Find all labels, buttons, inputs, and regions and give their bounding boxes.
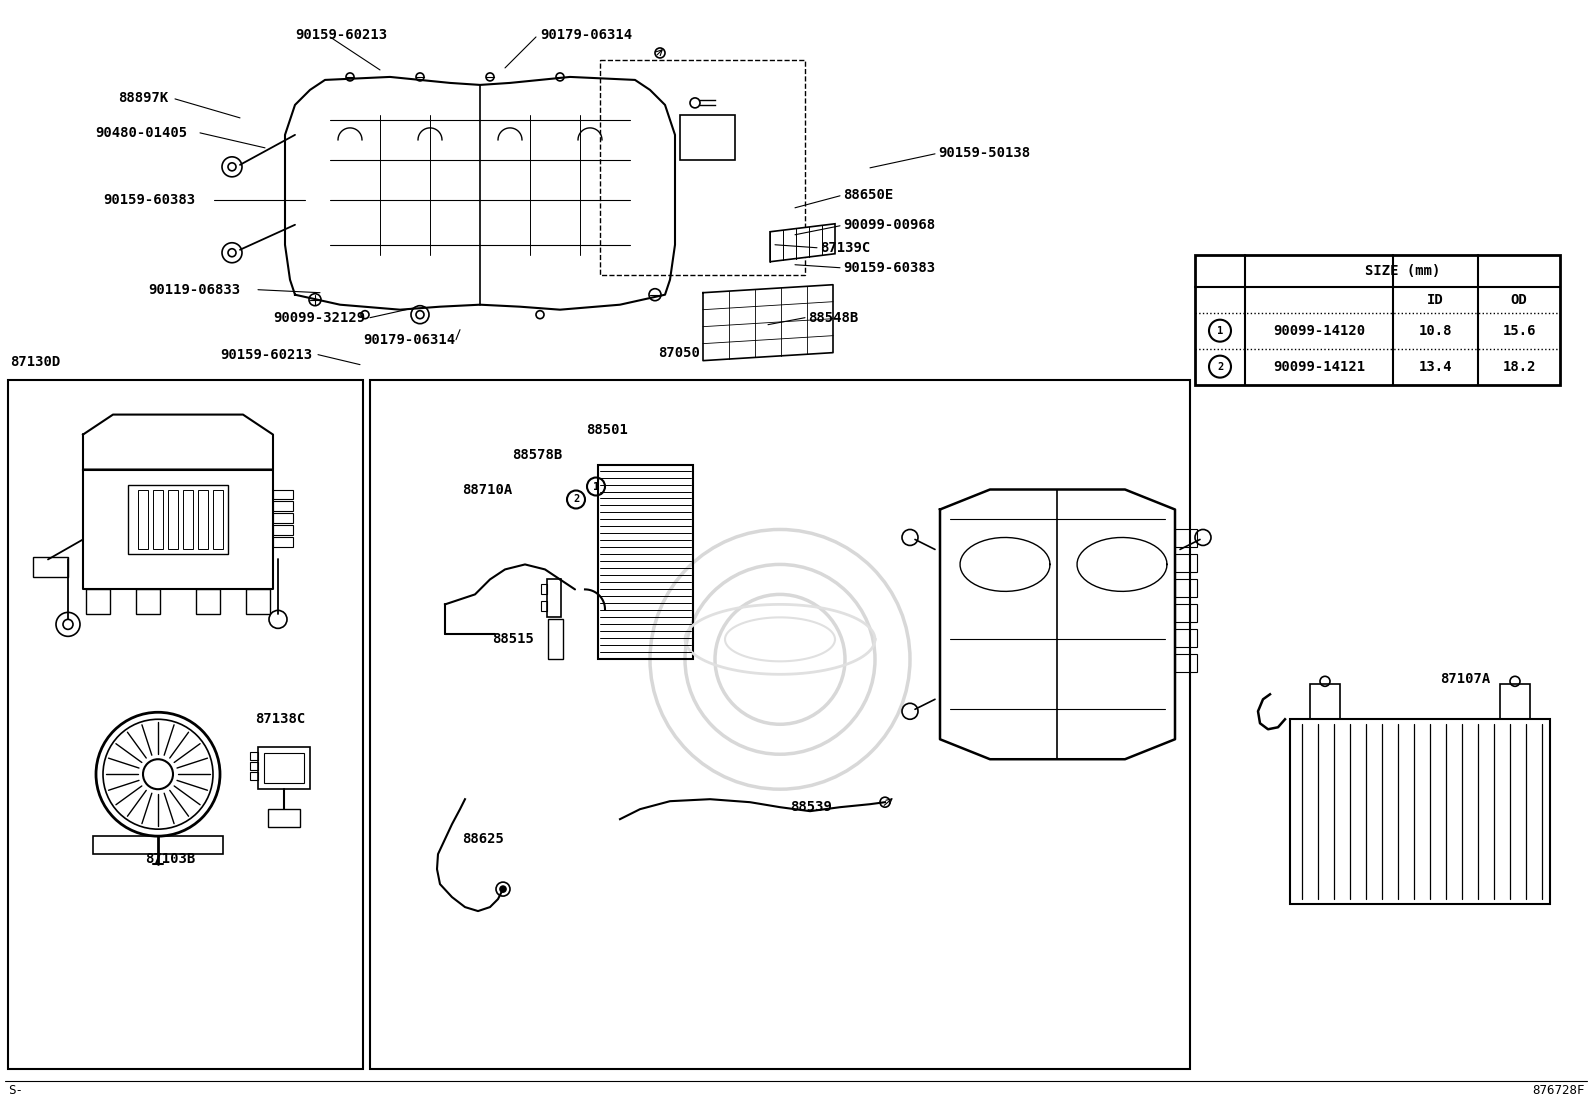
Circle shape bbox=[500, 886, 506, 892]
Text: 87130D: 87130D bbox=[10, 355, 60, 368]
Text: SIZE (mm): SIZE (mm) bbox=[1364, 264, 1441, 278]
Bar bbox=[272, 513, 293, 523]
Text: 1: 1 bbox=[1216, 325, 1223, 335]
Bar bbox=[1175, 554, 1197, 573]
Bar bbox=[541, 601, 548, 611]
Text: 88515: 88515 bbox=[492, 632, 533, 646]
Bar bbox=[1175, 604, 1197, 622]
Bar bbox=[135, 589, 161, 614]
Bar bbox=[1175, 654, 1197, 673]
Text: 88625: 88625 bbox=[462, 832, 505, 846]
Text: 88650E: 88650E bbox=[844, 188, 893, 202]
Text: 88710A: 88710A bbox=[462, 482, 513, 497]
Bar bbox=[1175, 579, 1197, 598]
Text: 15.6: 15.6 bbox=[1503, 324, 1536, 337]
Text: 87103B: 87103B bbox=[145, 852, 196, 866]
Polygon shape bbox=[771, 224, 834, 262]
Text: 88897K: 88897K bbox=[118, 91, 169, 104]
Bar bbox=[196, 589, 220, 614]
Text: 90099-32129: 90099-32129 bbox=[272, 311, 365, 324]
Text: 13.4: 13.4 bbox=[1418, 359, 1452, 374]
Text: 90480-01405: 90480-01405 bbox=[96, 126, 188, 140]
Bar bbox=[1175, 630, 1197, 647]
Text: OD: OD bbox=[1511, 292, 1527, 307]
Text: 88548B: 88548B bbox=[809, 311, 858, 324]
Text: 87138C: 87138C bbox=[255, 712, 306, 726]
Bar bbox=[548, 579, 560, 618]
Text: 90159-60383: 90159-60383 bbox=[844, 260, 935, 275]
Bar bbox=[1500, 685, 1530, 719]
Bar bbox=[369, 379, 1189, 1069]
Bar bbox=[599, 465, 693, 659]
Text: 90159-50138: 90159-50138 bbox=[938, 146, 1030, 159]
Text: 87107A: 87107A bbox=[1441, 673, 1490, 686]
Bar bbox=[1290, 719, 1551, 904]
Bar bbox=[258, 747, 310, 789]
Text: 90179-06314: 90179-06314 bbox=[540, 27, 632, 42]
Bar bbox=[250, 752, 258, 761]
Bar bbox=[541, 585, 548, 595]
Bar bbox=[153, 489, 162, 550]
Bar bbox=[272, 501, 293, 511]
Bar bbox=[1310, 685, 1340, 719]
Text: 18.2: 18.2 bbox=[1503, 359, 1536, 374]
Bar bbox=[548, 620, 564, 659]
Text: 90159-60213: 90159-60213 bbox=[220, 347, 312, 362]
Bar bbox=[250, 763, 258, 770]
Bar bbox=[264, 753, 304, 784]
Text: ID: ID bbox=[1426, 292, 1444, 307]
Bar bbox=[272, 489, 293, 499]
Bar bbox=[1175, 530, 1197, 547]
Bar bbox=[169, 489, 178, 550]
Text: S-: S- bbox=[8, 1085, 22, 1098]
Text: 90179-06314: 90179-06314 bbox=[363, 333, 455, 346]
Text: 87139C: 87139C bbox=[820, 241, 871, 255]
Text: 90099-14120: 90099-14120 bbox=[1274, 324, 1364, 337]
Text: 88501: 88501 bbox=[586, 423, 627, 436]
Bar bbox=[272, 525, 293, 535]
Bar bbox=[247, 589, 271, 614]
Text: 90159-60383: 90159-60383 bbox=[103, 192, 196, 207]
Bar bbox=[600, 60, 806, 275]
Bar bbox=[1196, 255, 1560, 385]
Bar bbox=[272, 537, 293, 547]
Text: 88539: 88539 bbox=[790, 800, 833, 814]
Text: 1: 1 bbox=[592, 481, 599, 491]
Text: 2: 2 bbox=[573, 495, 579, 504]
Bar bbox=[680, 115, 736, 159]
Text: 90119-06833: 90119-06833 bbox=[148, 282, 240, 297]
Bar bbox=[250, 773, 258, 780]
Bar bbox=[183, 489, 193, 550]
Bar bbox=[86, 589, 110, 614]
Text: 10.8: 10.8 bbox=[1418, 324, 1452, 337]
Bar bbox=[127, 485, 228, 554]
Bar bbox=[213, 489, 223, 550]
Text: 876728F: 876728F bbox=[1533, 1085, 1586, 1098]
Bar bbox=[33, 557, 68, 577]
Bar bbox=[267, 809, 299, 828]
Text: 90099-14121: 90099-14121 bbox=[1274, 359, 1364, 374]
Text: 87050: 87050 bbox=[657, 346, 700, 359]
Text: 90159-60213: 90159-60213 bbox=[295, 27, 387, 42]
Bar bbox=[139, 489, 148, 550]
Bar bbox=[8, 379, 363, 1069]
Text: 90099-00968: 90099-00968 bbox=[844, 218, 935, 232]
Bar bbox=[197, 489, 209, 550]
Text: 88578B: 88578B bbox=[513, 447, 562, 462]
Bar bbox=[92, 836, 223, 854]
Text: 2: 2 bbox=[1216, 362, 1223, 371]
